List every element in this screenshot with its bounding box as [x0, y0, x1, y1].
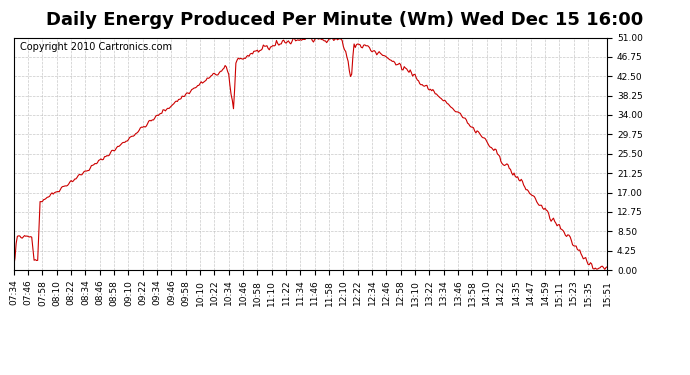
Text: Copyright 2010 Cartronics.com: Copyright 2010 Cartronics.com — [20, 42, 172, 52]
Text: Daily Energy Produced Per Minute (Wm) Wed Dec 15 16:00: Daily Energy Produced Per Minute (Wm) We… — [46, 11, 644, 29]
